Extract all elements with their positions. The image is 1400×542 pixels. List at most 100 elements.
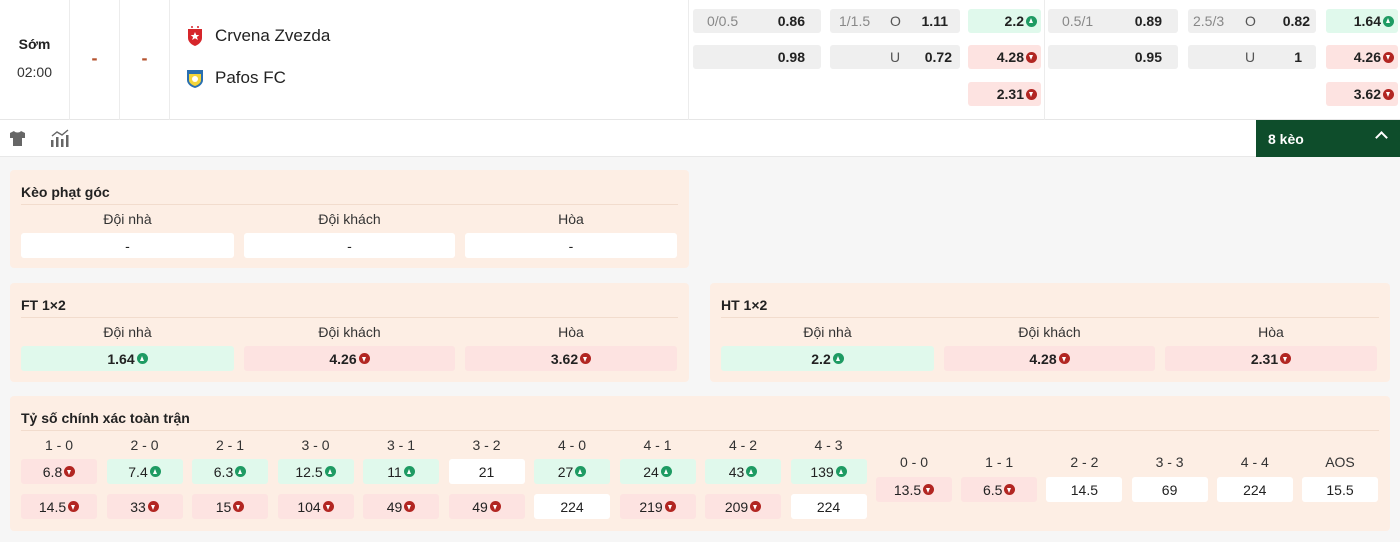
- arrow-down-icon: [1280, 353, 1292, 364]
- x12-home-ft[interactable]: 2.2: [968, 9, 1041, 33]
- odds-value: 0.89: [1134, 13, 1162, 29]
- ft-home-odds[interactable]: 1.64: [21, 346, 234, 371]
- stats-chart-icon[interactable]: [50, 129, 71, 148]
- odds-value: 15: [215, 498, 232, 515]
- corner-kick-panel: Kèo phạt góc Đội nhà Đội khách Hòa - - -: [10, 170, 689, 268]
- score-odds-home[interactable]: 7.4: [106, 459, 183, 484]
- score-odds-home[interactable]: 6.8: [21, 459, 97, 484]
- arrow-down-icon: [1383, 88, 1394, 100]
- under-label: U: [890, 49, 901, 65]
- ht-1x2-panel: HT 1×2 Đội nhà 2.2 Đội khách 4.28 Hòa 2.31: [710, 283, 1390, 382]
- more-odds-label: 8 kèo: [1268, 130, 1304, 147]
- odds-group-ft: [689, 0, 1045, 120]
- arrow-down-icon: [1026, 88, 1037, 100]
- ft-away-odds[interactable]: 4.26: [244, 346, 455, 371]
- odds-value: 15.5: [1326, 481, 1354, 498]
- under-ft[interactable]: U 0.72: [830, 45, 960, 69]
- score-odds-away[interactable]: 209: [705, 494, 781, 519]
- score-odds-draw[interactable]: 15.5: [1302, 477, 1378, 502]
- score-odds-home[interactable]: 11: [363, 459, 439, 484]
- odds-value: 1.11: [921, 13, 948, 29]
- score-odds-away[interactable]: 49: [363, 494, 439, 519]
- score-odds-away[interactable]: 14.5: [21, 494, 97, 519]
- x12-draw-2[interactable]: 3.62: [1326, 82, 1398, 106]
- ht-home-odds[interactable]: 2.2: [721, 346, 934, 371]
- handicap-away-2[interactable]: 0.95: [1048, 45, 1178, 69]
- odds-value: 33: [130, 498, 146, 515]
- handicap-away-ft[interactable]: 0.98: [693, 45, 821, 69]
- score-odds-home[interactable]: 21: [448, 459, 525, 484]
- arrow-up-icon: [746, 466, 758, 477]
- score-odds-draw[interactable]: 13.5: [876, 477, 952, 502]
- odds-value: 3.62: [1353, 86, 1381, 102]
- odds-value: 0.86: [777, 13, 805, 29]
- ht-draw-odds[interactable]: 2.31: [1165, 346, 1377, 371]
- arrow-down-icon: [1058, 353, 1070, 364]
- score-odds-draw[interactable]: 69: [1131, 477, 1208, 502]
- odds-value: 6.8: [42, 463, 63, 480]
- x12-away-2[interactable]: 4.26: [1326, 45, 1398, 69]
- score-odds-home[interactable]: 24: [619, 459, 696, 484]
- arrow-down-icon: [1383, 51, 1394, 63]
- score-odds-away[interactable]: 33: [106, 494, 183, 519]
- arrow-up-icon: [660, 466, 672, 477]
- score-odds-away[interactable]: 15: [192, 494, 268, 519]
- score-header: 2 - 2: [1070, 454, 1099, 470]
- handicap-home-ft[interactable]: 0/0.5 0.86: [693, 9, 821, 33]
- correct-score-panel: Tỷ số chính xác toàn trận 1 - 0 6.8 14.5 2 …: [10, 396, 1390, 531]
- home-team[interactable]: Crvena Zvezda: [186, 25, 330, 47]
- arrow-down-icon: [580, 353, 592, 364]
- arrow-up-icon: [136, 353, 148, 364]
- score-header: 2 - 0: [130, 437, 159, 453]
- odds-value: 3.62: [550, 350, 579, 367]
- score-odds-away[interactable]: 224: [534, 494, 610, 519]
- corner-away-odds[interactable]: -: [244, 233, 455, 258]
- odds-value: 6.5: [982, 481, 1003, 498]
- chevron-up-icon: [1375, 131, 1388, 144]
- score-odds-home[interactable]: 12.5: [277, 459, 354, 484]
- home-score: -: [70, 0, 120, 120]
- x12-away-ft[interactable]: 4.28: [968, 45, 1041, 69]
- arrow-up-icon: [575, 466, 587, 477]
- odds-value: 2.31: [996, 86, 1024, 102]
- more-odds-button[interactable]: 8 kèo: [1256, 120, 1400, 157]
- arrow-up-icon: [1383, 15, 1394, 27]
- score-odds-away[interactable]: 49: [448, 494, 525, 519]
- score-odds-home[interactable]: 139: [790, 459, 867, 484]
- score-odds-home[interactable]: 43: [705, 459, 781, 484]
- x12-home-2[interactable]: 1.64: [1326, 9, 1398, 33]
- jersey-icon[interactable]: [9, 130, 26, 147]
- score-header: 4 - 0: [557, 437, 586, 453]
- score-odds-away[interactable]: 104: [277, 494, 354, 519]
- ft-draw-odds[interactable]: 3.62: [465, 346, 677, 371]
- score-odds-home[interactable]: 27: [534, 459, 610, 484]
- corner-draw-odds[interactable]: -: [465, 233, 677, 258]
- panel-title: Kèo phạt góc: [21, 184, 110, 200]
- col-header-away: Đội khách: [1018, 324, 1081, 340]
- score-header: 3 - 1: [386, 437, 415, 453]
- over-2[interactable]: 2.5/3 O 0.82: [1188, 9, 1316, 33]
- ht-away-odds[interactable]: 4.28: [944, 346, 1155, 371]
- crvena-zvezda-logo-icon: [188, 26, 202, 46]
- score-header: 2 - 1: [215, 437, 244, 453]
- odds-value: 4.28: [1029, 350, 1057, 367]
- score-header: 4 - 4: [1240, 454, 1269, 470]
- odds-value: 49: [472, 498, 488, 515]
- score-header: 3 - 0: [301, 437, 330, 453]
- odds-value: 21: [478, 463, 495, 480]
- score-odds-away[interactable]: 219: [619, 494, 696, 519]
- score-odds-home[interactable]: 6.3: [192, 459, 268, 484]
- handicap-home-2[interactable]: 0.5/1 0.89: [1048, 9, 1178, 33]
- corner-home-odds[interactable]: -: [21, 233, 234, 258]
- arrow-up-icon: [235, 466, 247, 477]
- arrow-down-icon: [923, 484, 935, 495]
- over-ft[interactable]: 1/1.5 O 1.11: [830, 9, 960, 33]
- x12-draw-ft[interactable]: 2.31: [968, 82, 1041, 106]
- score-odds-draw[interactable]: 224: [1216, 477, 1293, 502]
- kickoff-time: 02:00: [16, 64, 53, 80]
- score-odds-draw[interactable]: 14.5: [1046, 477, 1123, 502]
- away-team[interactable]: Pafos FC: [186, 67, 286, 89]
- score-odds-away[interactable]: 224: [790, 494, 867, 519]
- score-odds-draw[interactable]: 6.5: [961, 477, 1038, 502]
